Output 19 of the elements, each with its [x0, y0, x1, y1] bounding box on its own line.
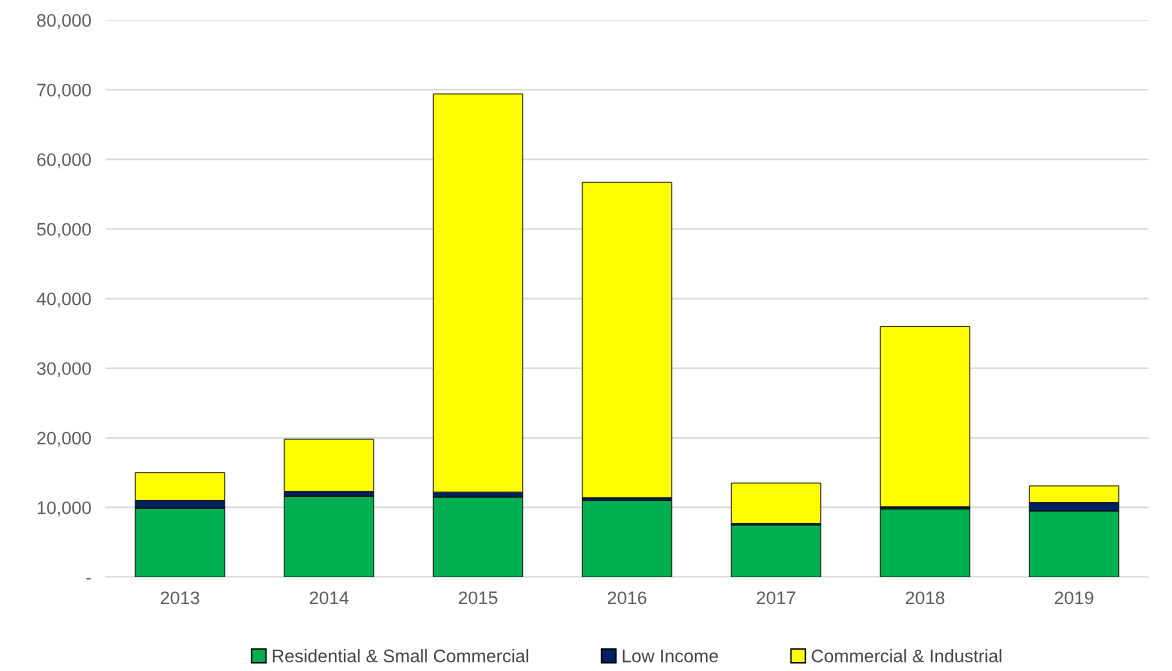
x-tick-label: 2016 [607, 591, 647, 605]
legend-label: Commercial & Industrial [811, 649, 1002, 663]
y-tick-label: 20,000 [37, 431, 91, 447]
x-tick-label: 2017 [756, 591, 796, 605]
legend-label: Low Income [622, 649, 718, 663]
y-tick-label: 10,000 [37, 501, 91, 517]
x-tick-label: 2014 [309, 591, 349, 605]
y-tick-label: 40,000 [36, 292, 91, 308]
y-tick-label: 60,000 [37, 153, 91, 169]
y-tick-label: 80,000 [37, 14, 91, 29]
x-tick-label: 2015 [458, 591, 498, 605]
y-tick-label: 70,000 [37, 83, 91, 99]
y-tick-label: 50,000 [37, 222, 91, 238]
legend-label: Residential & Small Commercial [272, 649, 529, 663]
x-tick-label: 2018 [905, 591, 945, 605]
y-tick-label: - [86, 578, 91, 580]
y-tick-label: 30,000 [37, 362, 91, 378]
x-tick-label: 2013 [160, 591, 200, 605]
x-tick-label: 2019 [1054, 591, 1094, 605]
